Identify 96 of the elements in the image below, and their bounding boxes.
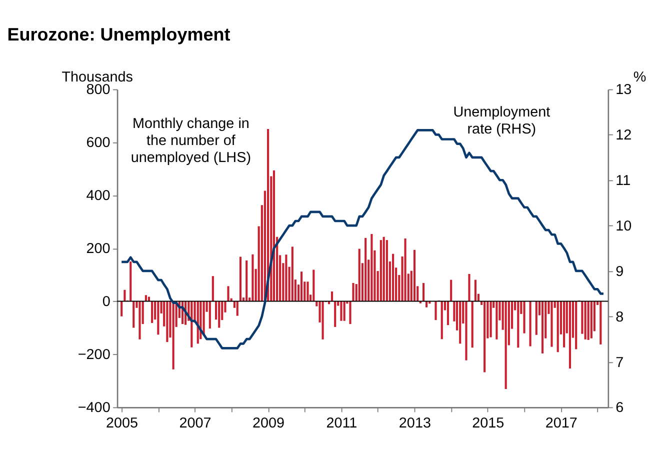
- bar: [202, 301, 205, 335]
- series-label: Monthly change in the number of unemployed (LHS): [130, 116, 252, 166]
- bar: [465, 301, 468, 360]
- bar: [422, 282, 425, 302]
- bar: [541, 301, 544, 354]
- x-tick-label: 2017: [545, 416, 578, 432]
- bar: [584, 301, 586, 340]
- bar: [529, 301, 532, 346]
- bar: [517, 301, 520, 348]
- bar: [364, 238, 367, 302]
- bar: [236, 301, 238, 316]
- bar: [157, 301, 160, 335]
- bar: [600, 301, 602, 344]
- y2-tick-label: 8: [616, 309, 624, 326]
- bar: [132, 301, 135, 328]
- bar: [322, 301, 324, 340]
- bar: [330, 291, 334, 302]
- bar: [272, 170, 275, 302]
- bar: [590, 301, 592, 338]
- x-tick-label: 2015: [472, 416, 504, 432]
- bar: [587, 301, 590, 340]
- y2-axis-title: %: [633, 70, 646, 86]
- bar: [120, 301, 123, 316]
- bar: [208, 301, 211, 329]
- bar: [212, 276, 214, 302]
- y2-tick-label: 9: [616, 264, 624, 280]
- bar: [380, 240, 382, 302]
- bar: [440, 301, 443, 340]
- y-tick-label: 800: [86, 82, 110, 98]
- bar: [450, 280, 452, 302]
- bar: [227, 286, 230, 302]
- bar: [434, 301, 437, 320]
- bar: [575, 301, 578, 350]
- bar: [568, 301, 572, 369]
- y2-tick-label: 6: [616, 400, 624, 416]
- bar: [291, 246, 294, 302]
- bar: [144, 295, 147, 302]
- y2-tick-label: 7: [616, 354, 624, 371]
- bar: [138, 301, 141, 340]
- bar: [246, 260, 248, 302]
- x-tick-label: 2011: [326, 416, 358, 432]
- bar: [392, 254, 394, 302]
- y-tick-label: 200: [86, 241, 110, 258]
- y-tick-label: −400: [78, 400, 110, 416]
- y2-tick-label: 10: [616, 218, 632, 235]
- y-tick-label: 600: [86, 135, 110, 152]
- bar: [471, 301, 474, 348]
- bar: [349, 301, 352, 324]
- bar: [285, 254, 288, 302]
- bar: [535, 301, 538, 335]
- bar: [340, 301, 342, 321]
- bar: [484, 301, 486, 372]
- bar: [474, 280, 476, 302]
- x-tick-label: 2009: [252, 416, 285, 432]
- y2-tick-label: 11: [616, 173, 631, 190]
- bar: [151, 301, 154, 323]
- bar: [504, 301, 507, 389]
- bar: [556, 301, 559, 352]
- bar: [523, 301, 526, 334]
- bar: [404, 238, 406, 302]
- bar: [496, 301, 498, 340]
- bar: [358, 248, 360, 302]
- chart-title: Eurozone: Unemployment: [7, 24, 230, 45]
- bar: [172, 301, 174, 370]
- bar: [166, 301, 168, 342]
- bar: [352, 282, 354, 302]
- x-tick-label: 2007: [179, 416, 212, 432]
- bar: [425, 301, 428, 308]
- bar: [413, 250, 416, 302]
- bar: [370, 234, 373, 302]
- bar: [306, 282, 309, 302]
- bar: [343, 301, 346, 321]
- bar: [218, 301, 220, 328]
- y-tick-label: 400: [86, 188, 110, 204]
- y-tick-label: −200: [78, 347, 110, 364]
- bar: [130, 262, 132, 302]
- bar: [446, 301, 450, 326]
- bar: [300, 272, 303, 302]
- bar: [459, 301, 462, 344]
- bar: [550, 301, 553, 347]
- bar: [334, 301, 336, 327]
- bar: [252, 254, 254, 302]
- y-tick-label: 0: [102, 294, 110, 310]
- bar: [239, 256, 242, 302]
- x-tick-label: 2005: [106, 416, 138, 432]
- series-label: Unemployment rate (RHS): [453, 104, 550, 138]
- bar: [382, 236, 385, 302]
- bar: [312, 270, 315, 302]
- bar: [468, 274, 470, 302]
- y2-tick-label: 13: [616, 82, 632, 98]
- x-tick-label: 2013: [398, 416, 431, 432]
- y2-tick-label: 12: [616, 128, 632, 144]
- bar: [386, 240, 388, 302]
- bar: [124, 290, 126, 302]
- bar: [490, 301, 492, 338]
- bar: [563, 301, 566, 348]
